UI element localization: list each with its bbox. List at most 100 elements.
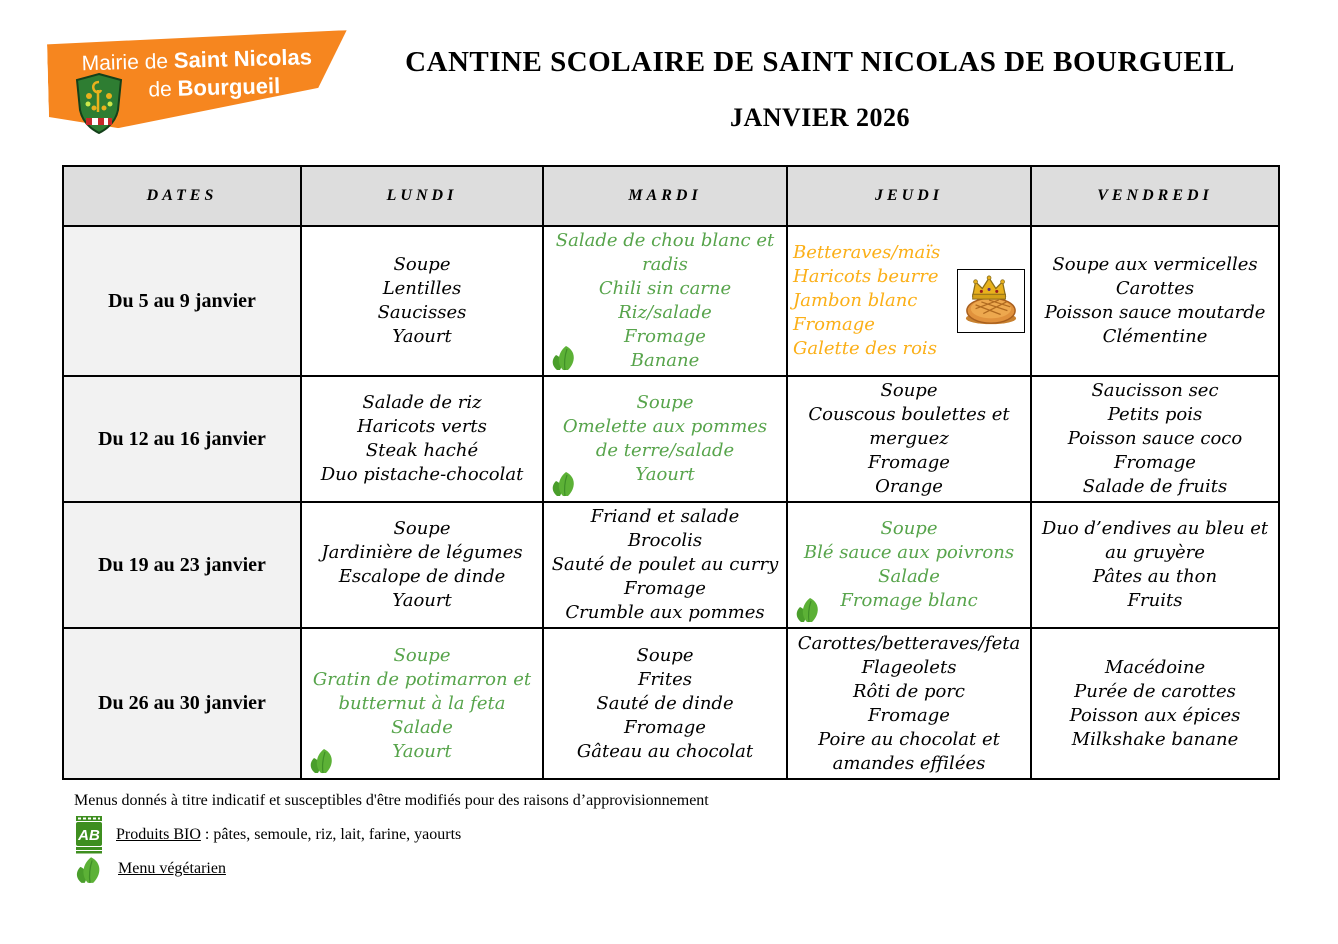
logo-line2-bold: Bourgueil xyxy=(177,73,281,102)
date-cell: Du 5 au 9 janvier xyxy=(62,225,302,377)
menu-item: Saucisson sec xyxy=(1091,380,1219,401)
menu-item: Betteraves/maïs xyxy=(793,242,941,263)
week-row-3: Du 19 au 23 janvier Soupe Jardinière de lé… xyxy=(62,501,1280,629)
menu-item: Saucisses xyxy=(377,302,467,323)
menu-item: Poire au chocolat et amandes effilées xyxy=(818,728,1000,774)
menu-item: Poisson sauce coco xyxy=(1067,428,1243,449)
ab-letters: AB xyxy=(77,827,100,844)
logo-line2-regular: de xyxy=(148,78,178,102)
menu-item: Duo pistache-chocolat xyxy=(320,464,524,485)
menu-item: Flageolets xyxy=(861,656,957,678)
menu-item: Carottes/betteraves/feta xyxy=(797,632,1021,654)
menu-cell-jeudi: Betteraves/maïs Haricots beurre Jambon bla… xyxy=(786,225,1032,377)
menu-item: Carottes xyxy=(1115,278,1195,299)
menu-item: Fromage xyxy=(624,326,706,347)
menu-item: Petits pois xyxy=(1107,404,1203,425)
ab-bio-icon: AB xyxy=(76,816,102,854)
page-title: CANTINE SCOLAIRE DE SAINT NICOLAS DE BOU… xyxy=(405,46,1235,78)
menu-item: Poisson sauce moutarde xyxy=(1044,302,1266,323)
menu-item: Gâteau au chocolat xyxy=(576,740,754,762)
menu-item: Poisson aux épices xyxy=(1069,704,1241,726)
menu-table: DATES LUNDI MARDI JEUDI VENDREDI Du 5 au 9 ja… xyxy=(62,165,1280,780)
menu-item: Frites xyxy=(638,668,692,690)
menu-cell-jeudi: Soupe Blé sauce aux poivrons Salade Fromage… xyxy=(786,501,1032,629)
menu-item: Blé sauce aux poivrons xyxy=(803,542,1015,563)
menu-item: Soupe xyxy=(393,518,451,539)
logo-line1-bold: Saint Nicolas xyxy=(173,44,313,73)
menu-item: Jardinière de légumes xyxy=(321,542,523,563)
menu-item: Fromage blanc xyxy=(840,590,978,611)
menu-cell-lundi: Salade de riz Haricots verts Steak haché Du… xyxy=(300,375,544,503)
menu-item: Yaourt xyxy=(392,740,452,762)
city-crest-icon xyxy=(75,72,123,134)
menu-item: Fruits xyxy=(1127,590,1183,611)
date-cell: Du 12 au 16 janvier xyxy=(62,375,302,503)
bio-label: Produits BIO xyxy=(116,826,201,843)
column-header-vendredi: VENDREDI xyxy=(1030,165,1280,227)
menu-cell-vendredi: Saucisson sec Petits pois Poisson sauce co… xyxy=(1030,375,1280,503)
menu-item: Chili sin carne xyxy=(598,278,732,299)
vegetarian-leaf-icon xyxy=(76,857,100,883)
menu-item: Soupe xyxy=(636,644,694,666)
table-header-row: DATES LUNDI MARDI JEUDI VENDREDI xyxy=(62,165,1280,227)
week-row-4: Du 26 au 30 janvier Soupe Gratin de potima… xyxy=(62,627,1280,780)
menu-cell-jeudi: Carottes/betteraves/feta Flageolets Rôti d… xyxy=(786,627,1032,780)
menu-item: Crumble aux pommes xyxy=(565,602,765,623)
menu-item: Omelette aux pommes de terre/salade xyxy=(562,416,768,461)
menu-item: Yaourt xyxy=(392,590,452,611)
bio-legend-text: Produits BIO : pâtes, semoule, riz, lait… xyxy=(116,826,461,844)
menu-cell-mardi: Friand et salade Brocolis Sauté de poulet … xyxy=(542,501,788,629)
menu-item: Soupe aux vermicelles xyxy=(1052,254,1258,275)
menu-item: Soupe xyxy=(636,392,694,413)
mairie-logo: Mairie de Saint Nicolas de Bourgueil xyxy=(48,34,358,140)
menu-item: Orange xyxy=(875,476,943,497)
menu-cell-mardi: Salade de chou blanc et radis Chili sin c… xyxy=(542,225,788,377)
menu-item: Soupe xyxy=(393,644,451,666)
menu-item: Banane xyxy=(630,350,700,371)
menu-item: Fromage xyxy=(868,704,950,726)
vegetarian-leaf-icon xyxy=(550,469,580,497)
menu-cell-lundi: Soupe Lentilles Saucisses Yaourt xyxy=(300,225,544,377)
menu-cell-vendredi: Soupe aux vermicelles Carottes Poisson sau… xyxy=(1030,225,1280,377)
document-header: CANTINE SCOLAIRE DE SAINT NICOLAS DE BOU… xyxy=(370,46,1270,133)
vegetarian-leaf-icon xyxy=(794,595,824,623)
menu-item: Steak haché xyxy=(365,440,479,461)
menu-item: Fromage xyxy=(793,314,875,335)
menu-item: Salade xyxy=(391,716,453,738)
menu-cell-vendredi: Duo d’endives au bleu et au gruyère Pâtes… xyxy=(1030,501,1280,629)
menu-item: Friand et salade xyxy=(590,506,740,527)
menu-item: Fromage xyxy=(624,578,706,599)
menu-item: Haricots beurre xyxy=(793,266,939,287)
menu-item: Rôti de porc xyxy=(852,680,966,702)
column-header-jeudi: JEUDI xyxy=(786,165,1032,227)
menu-item: Escalope de dinde xyxy=(338,566,506,587)
menu-item: Fromage xyxy=(624,716,706,738)
menu-item: Salade de chou blanc et radis xyxy=(555,230,775,275)
menu-item: Fromage xyxy=(1114,452,1196,473)
menu-item: Sauté de poulet au curry xyxy=(551,554,779,575)
vegetarian-legend: Menu végétarien xyxy=(74,854,1174,884)
menu-item: Yaourt xyxy=(392,326,452,347)
menu-item: Riz/salade xyxy=(618,302,712,323)
menu-item: Clémentine xyxy=(1102,326,1208,347)
date-cell: Du 26 au 30 janvier xyxy=(62,627,302,780)
vegetarian-leaf-icon xyxy=(308,746,338,774)
menu-item: Duo d’endives au bleu et au gruyère xyxy=(1041,518,1269,563)
bio-legend: AB Produits BIO : pâtes, semoule, riz, l… xyxy=(74,816,1174,854)
menu-cell-mardi: Soupe Frites Sauté de dinde Fromage Gâteau a… xyxy=(542,627,788,780)
menu-item: Gratin de potimarron et butternut à la f… xyxy=(312,668,532,714)
column-header-lundi: LUNDI xyxy=(300,165,544,227)
bio-items: : pâtes, semoule, riz, lait, farine, yao… xyxy=(200,826,462,843)
logo-line2: de Bourgueil xyxy=(148,71,333,104)
menu-item: Milkshake banane xyxy=(1071,728,1239,750)
page-subtitle: JANVIER 2026 xyxy=(729,103,911,132)
menu-item: Soupe xyxy=(393,254,451,275)
menu-cell-jeudi: Soupe Couscous boulettes et merguez Fromag… xyxy=(786,375,1032,503)
menu-item: Couscous boulettes et merguez xyxy=(808,404,1010,449)
footer-legend: Menus donnés à titre indicatif et suscep… xyxy=(74,792,1174,884)
vegetarian-leaf-icon xyxy=(550,343,580,371)
menu-cell-lundi: Soupe Jardinière de légumes Escalope de di… xyxy=(300,501,544,629)
menu-item: Fromage xyxy=(868,452,950,473)
menu-item: Soupe xyxy=(880,380,938,401)
